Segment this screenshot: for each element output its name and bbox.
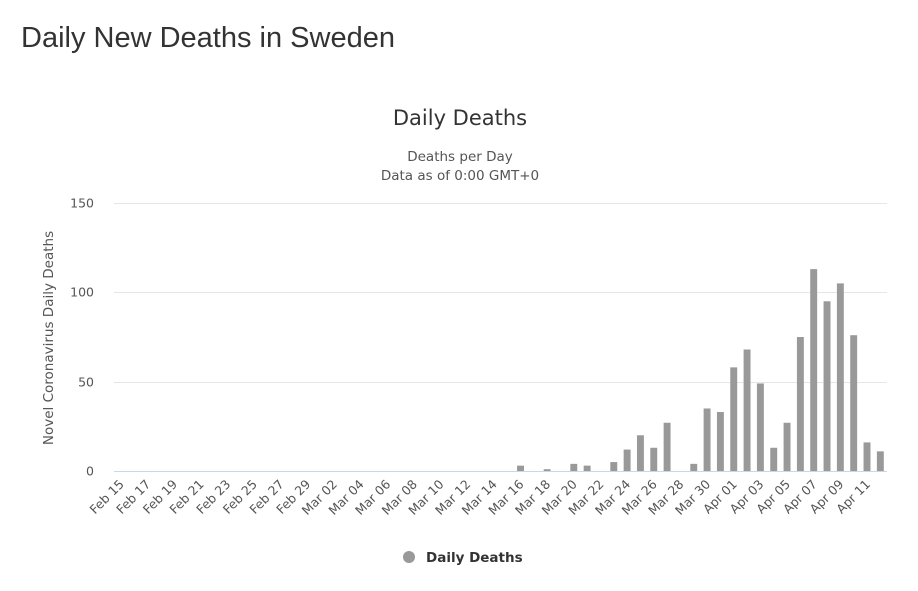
bar[interactable] bbox=[876, 451, 884, 471]
y-tick-label: 0 bbox=[86, 464, 94, 479]
bar[interactable] bbox=[716, 412, 724, 471]
legend-label[interactable]: Daily Deaths bbox=[426, 550, 523, 566]
bar[interactable] bbox=[650, 447, 658, 471]
grid-lines bbox=[114, 203, 887, 383]
y-axis-title: Novel Coronavirus Daily Deaths bbox=[41, 231, 57, 445]
legend[interactable]: Daily Deaths bbox=[403, 550, 523, 566]
y-tick-label: 50 bbox=[78, 375, 94, 390]
bar[interactable] bbox=[543, 469, 551, 471]
chart-subtitle-line-1: Deaths per Day bbox=[407, 149, 513, 165]
bar[interactable] bbox=[690, 463, 698, 471]
bar[interactable] bbox=[743, 349, 751, 471]
bar[interactable] bbox=[703, 408, 711, 471]
bar[interactable] bbox=[756, 383, 764, 471]
y-tick-label: 150 bbox=[70, 196, 94, 211]
bar[interactable] bbox=[796, 337, 804, 471]
bar[interactable] bbox=[863, 442, 871, 471]
bar[interactable] bbox=[730, 367, 738, 471]
legend-marker bbox=[403, 551, 415, 563]
chart-subtitle-line-2: Data as of 0:00 GMT+0 bbox=[381, 168, 539, 184]
bar[interactable] bbox=[836, 283, 844, 471]
bars bbox=[517, 269, 884, 471]
bar[interactable] bbox=[850, 335, 858, 471]
bar[interactable] bbox=[770, 447, 778, 471]
bar[interactable] bbox=[783, 422, 791, 471]
y-tick-label: 100 bbox=[70, 285, 94, 300]
bar[interactable] bbox=[810, 269, 818, 471]
y-axis-ticks: 0 50 100 150 bbox=[70, 196, 94, 479]
bar[interactable] bbox=[623, 449, 631, 471]
bar[interactable] bbox=[570, 463, 578, 471]
page-title: Daily New Deaths in Sweden bbox=[21, 22, 395, 54]
bar[interactable] bbox=[823, 301, 831, 471]
bar[interactable] bbox=[583, 465, 591, 471]
bar[interactable] bbox=[663, 422, 671, 471]
bar[interactable] bbox=[610, 462, 618, 471]
chart-title: Daily Deaths bbox=[393, 106, 527, 130]
bar[interactable] bbox=[636, 435, 644, 471]
bar[interactable] bbox=[517, 465, 524, 471]
